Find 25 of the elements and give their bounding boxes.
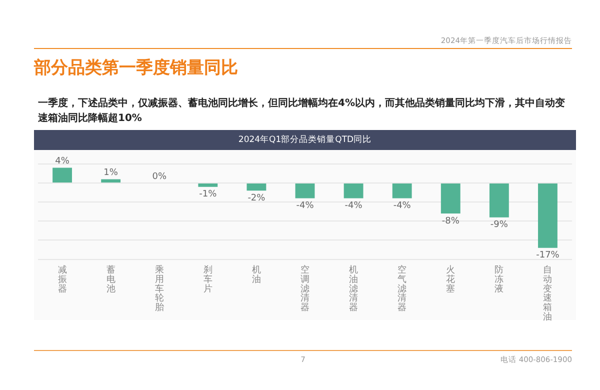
data-label: 1%	[104, 168, 118, 178]
x-tick-label: 乘用车轮胎	[154, 264, 164, 314]
data-label: -4%	[393, 201, 412, 212]
x-tick-label: 火花塞	[446, 264, 456, 294]
x-tick-label: 减振器	[58, 264, 67, 294]
x-tick-label: 刹车片	[203, 264, 212, 294]
data-label: -4%	[296, 201, 314, 212]
x-tick-label: 蓄电池	[106, 264, 116, 294]
chart-title: 部分品类第一季度销量同比	[34, 57, 238, 79]
data-label: -17%	[536, 250, 560, 261]
data-label: -1%	[199, 190, 218, 200]
x-tick-label: 防冻液	[494, 264, 504, 294]
data-label: -2%	[248, 194, 266, 204]
x-tick-label: 空气滤清器	[398, 264, 407, 314]
data-label: -4%	[344, 201, 363, 212]
data-label: -8%	[442, 216, 460, 226]
x-tick-label: 机油滤清器	[349, 264, 358, 314]
data-label: -9%	[490, 220, 508, 230]
x-tick-label: 空调滤清器	[300, 264, 310, 314]
data-label: 4%	[55, 156, 70, 167]
data-label: 0%	[152, 172, 167, 182]
chart-subtitle: 一季度，下述品类中，仅减振器、蓄电池同比增长，但同比增幅均在4%以内，而其他品类销量同比均下滑，其中自动变速箱油同比降幅超10%	[38, 96, 566, 126]
x-tick-label: 自动变速箱油	[543, 264, 552, 323]
text: 2024年Q1部分品类销量QTD同比	[34, 130, 576, 150]
x-tick-label: 机油	[252, 264, 261, 285]
